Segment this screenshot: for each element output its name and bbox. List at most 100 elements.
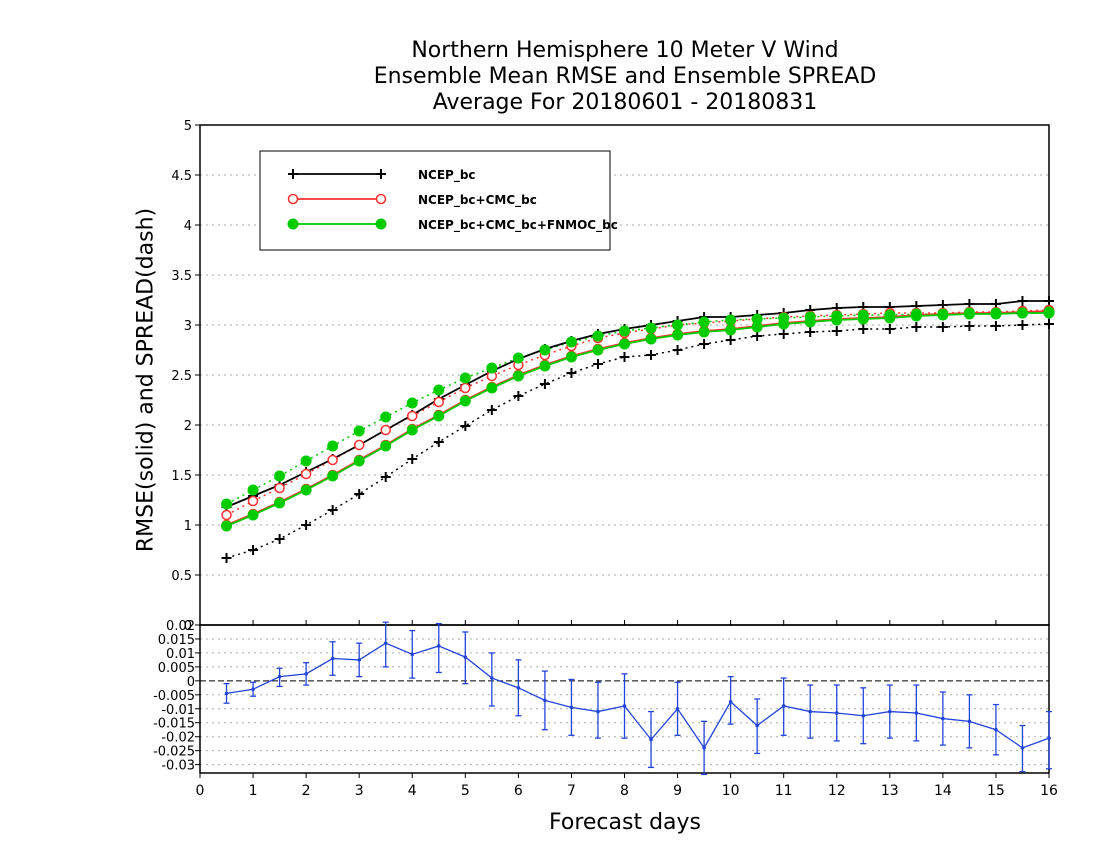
- top-y-tick-label: 0.5: [171, 569, 192, 584]
- spread-point-s0-7: [407, 454, 418, 464]
- bottom-y-tick-label: -0.01: [161, 703, 195, 718]
- spread-point-s0-22: [805, 327, 816, 337]
- rmse-point-s2-12: [539, 360, 551, 372]
- rmse-point-s0-31: [1044, 296, 1054, 306]
- rmse-point-s2-2: [274, 497, 286, 509]
- rmse-point-s0-30: [1017, 296, 1028, 306]
- difference-point-18: [702, 746, 706, 750]
- difference-point-1: [251, 687, 255, 692]
- x-tick-label: 8: [620, 783, 629, 799]
- spread-point-s1-7: [407, 410, 418, 422]
- rmse-point-s2-30: [1016, 307, 1028, 319]
- rmse-point-s2-9: [459, 395, 471, 407]
- top-y-tick-label: 0: [184, 619, 192, 634]
- bottom-y-tick-label: 0.02: [166, 619, 195, 634]
- bottom-y-tick-label: -0.025: [153, 745, 195, 760]
- spread-point-s2-3: [300, 455, 312, 467]
- spread-point-s0-26: [911, 322, 922, 332]
- rmse-point-s2-31: [1043, 307, 1055, 319]
- spread-point-s0-8: [433, 437, 444, 447]
- spread-point-s0-9: [460, 421, 471, 431]
- bottom-y-tick-label: -0.02: [161, 731, 195, 746]
- legend-label-1: NCEP_bc+CMC_bc: [418, 193, 537, 208]
- top-y-tick-label: 2: [184, 419, 192, 434]
- rmse-point-s2-10: [486, 382, 498, 394]
- legend-label-2: NCEP_bc+CMC_bc+FNMOC_bc: [418, 218, 618, 233]
- spread-point-s2-7: [406, 397, 418, 409]
- rmse-point-s2-22: [804, 316, 816, 328]
- spread-point-s0-21: [778, 329, 789, 339]
- top-y-tick-label: 2.5: [171, 369, 192, 384]
- spread-point-s0-30: [1017, 320, 1028, 330]
- spread-point-s2-17: [672, 319, 684, 331]
- legend-marker-start-0: [288, 169, 298, 179]
- x-tick-label: 15: [987, 783, 1005, 799]
- bottom-y-tick-label: 0: [187, 675, 195, 690]
- x-tick-label: 0: [196, 783, 205, 799]
- spread-point-s0-0: [221, 553, 232, 563]
- spread-point-s2-10: [486, 362, 498, 374]
- x-tick-label: 6: [514, 783, 523, 799]
- top-y-tick-label: 3: [184, 319, 192, 334]
- bottom-y-tick-label: -0.03: [161, 759, 195, 774]
- x-tick-label: 4: [408, 783, 417, 799]
- difference-point-24: [861, 713, 866, 718]
- rmse-point-s2-11: [512, 370, 524, 382]
- rmse-point-s2-21: [778, 318, 790, 330]
- difference-point-6: [383, 641, 388, 645]
- spread-point-s1-6: [380, 424, 391, 436]
- spread-point-s0-23: [831, 326, 842, 336]
- spread-point-s0-2: [274, 534, 285, 544]
- difference-point-19: [728, 699, 733, 704]
- rmse-point-s2-24: [857, 313, 869, 325]
- x-tick-label: 9: [673, 783, 682, 799]
- bottom-y-tick-label: 0.005: [158, 661, 195, 676]
- top-y-tick-label: 4.5: [171, 169, 192, 184]
- spread-point-s2-0: [221, 498, 233, 510]
- difference-point-11: [516, 686, 521, 690]
- spread-point-s2-8: [433, 384, 445, 396]
- error-bar-8: [435, 622, 442, 674]
- x-tick-label: 16: [1040, 783, 1058, 799]
- difference-point-12: [543, 698, 547, 703]
- difference-point-27: [941, 716, 945, 721]
- difference-point-8: [436, 644, 441, 648]
- spread-point-s1-3: [300, 468, 312, 480]
- spread-point-s2-5: [353, 425, 365, 437]
- spread-point-s0-31: [1044, 319, 1054, 329]
- spread-point-s2-9: [459, 372, 471, 384]
- difference-point-9: [463, 655, 468, 659]
- rmse-point-s2-19: [725, 324, 737, 336]
- chart-title-line-2: Ensemble Mean RMSE and Ensemble SPREAD: [373, 64, 877, 89]
- x-tick-label: 5: [461, 783, 470, 799]
- spread-point-s0-14: [592, 359, 603, 369]
- rmse-point-s2-15: [619, 338, 630, 350]
- spread-point-s0-29: [990, 321, 1001, 331]
- spread-point-s2-19: [725, 314, 737, 326]
- difference-point-29: [994, 727, 998, 732]
- difference-point-4: [330, 656, 335, 661]
- spread-point-s0-25: [884, 324, 895, 334]
- spread-point-s1-2: [274, 482, 285, 494]
- spread-point-s0-6: [380, 472, 391, 482]
- difference-point-26: [914, 711, 919, 715]
- top-y-tick-label: 5: [184, 119, 192, 134]
- bottom-y-tick-label: 0.015: [158, 633, 195, 648]
- spread-point-s0-3: [301, 520, 312, 530]
- rmse-point-s2-26: [910, 310, 922, 322]
- spread-point-s0-13: [566, 368, 577, 378]
- difference-point-7: [410, 652, 415, 657]
- spread-point-s0-27: [937, 322, 948, 332]
- legend-marker-end-2: [375, 218, 387, 230]
- spread-point-s1-5: [353, 439, 365, 451]
- spread-point-s0-12: [539, 379, 550, 389]
- rmse-point-s2-7: [406, 424, 418, 436]
- x-axis-label: Forecast days: [548, 810, 701, 835]
- error-bar-31: [1046, 710, 1052, 770]
- difference-point-2: [277, 674, 282, 679]
- legend-marker-start-2: [287, 218, 299, 230]
- x-tick-label: 3: [355, 783, 364, 799]
- difference-point-5: [357, 658, 361, 662]
- legend-marker-end-0: [376, 169, 386, 179]
